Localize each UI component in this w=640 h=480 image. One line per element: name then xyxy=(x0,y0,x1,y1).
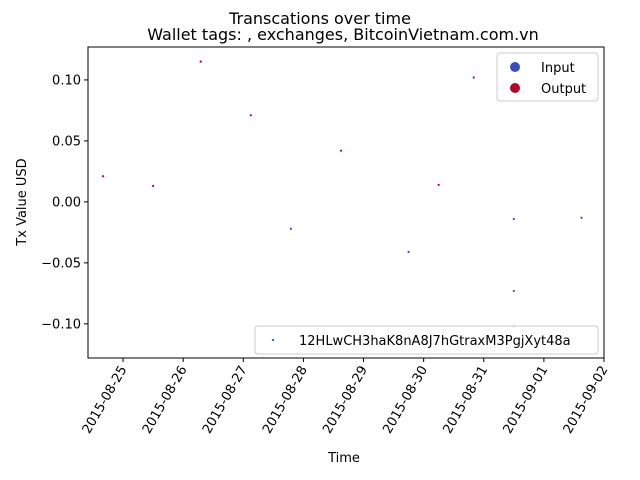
x-tick-label: 2015-08-25 xyxy=(80,364,131,437)
y-tick-label: 0.05 xyxy=(52,134,81,149)
output-point xyxy=(249,114,252,117)
legend-address: 12HLwCH3haK8nA8J7hGtraxM3PgjXyt48a xyxy=(254,325,599,355)
y-tick-label: 0.00 xyxy=(52,195,81,210)
x-tick-label: 2015-08-30 xyxy=(380,364,431,437)
x-tick-label: 2015-09-02 xyxy=(561,364,612,437)
input-point xyxy=(512,217,515,221)
output-point xyxy=(339,149,343,152)
input-point xyxy=(289,227,292,230)
output-point xyxy=(472,76,475,79)
legend-kind-box xyxy=(496,52,599,102)
plot-frame xyxy=(87,46,605,359)
plot-area xyxy=(101,60,583,328)
input-point xyxy=(407,250,410,253)
output-point xyxy=(199,60,202,63)
x-axis-label: Time xyxy=(327,451,360,466)
x-tick-label: 2015-08-26 xyxy=(140,364,191,437)
legend-label: 12HLwCH3haK8nA8J7hGtraxM3PgjXyt48a xyxy=(299,334,571,349)
x-tick-label: 2015-08-31 xyxy=(440,363,491,436)
output-point xyxy=(152,184,155,188)
output-point xyxy=(437,183,440,186)
x-tick-label: 2015-09-01 xyxy=(501,364,552,437)
x-tick-label: 2015-08-29 xyxy=(320,364,371,437)
y-tick-label: 0.10 xyxy=(52,73,81,88)
legend-marker xyxy=(510,62,520,72)
chart-title: Transcations over time xyxy=(228,9,411,28)
x-tick-label: 2015-08-28 xyxy=(260,364,311,437)
y-tick-label: −0.05 xyxy=(41,256,81,271)
input-point xyxy=(512,289,515,293)
input-point xyxy=(580,216,583,219)
x-tick-label: 2015-08-27 xyxy=(200,364,251,437)
legend-address-box xyxy=(254,325,599,355)
legend-kind: Input Output xyxy=(496,52,599,102)
chart-subtitle: Wallet tags: , exchanges, BitcoinVietnam… xyxy=(147,25,539,44)
y-tick-label: −0.10 xyxy=(41,317,81,332)
legend-label: Output xyxy=(541,82,586,97)
output-point xyxy=(101,175,105,178)
legend-marker xyxy=(510,83,520,93)
y-axis-label: Tx Value USD xyxy=(15,158,30,246)
legend-label: Input xyxy=(541,61,575,76)
legend-marker xyxy=(271,338,275,342)
